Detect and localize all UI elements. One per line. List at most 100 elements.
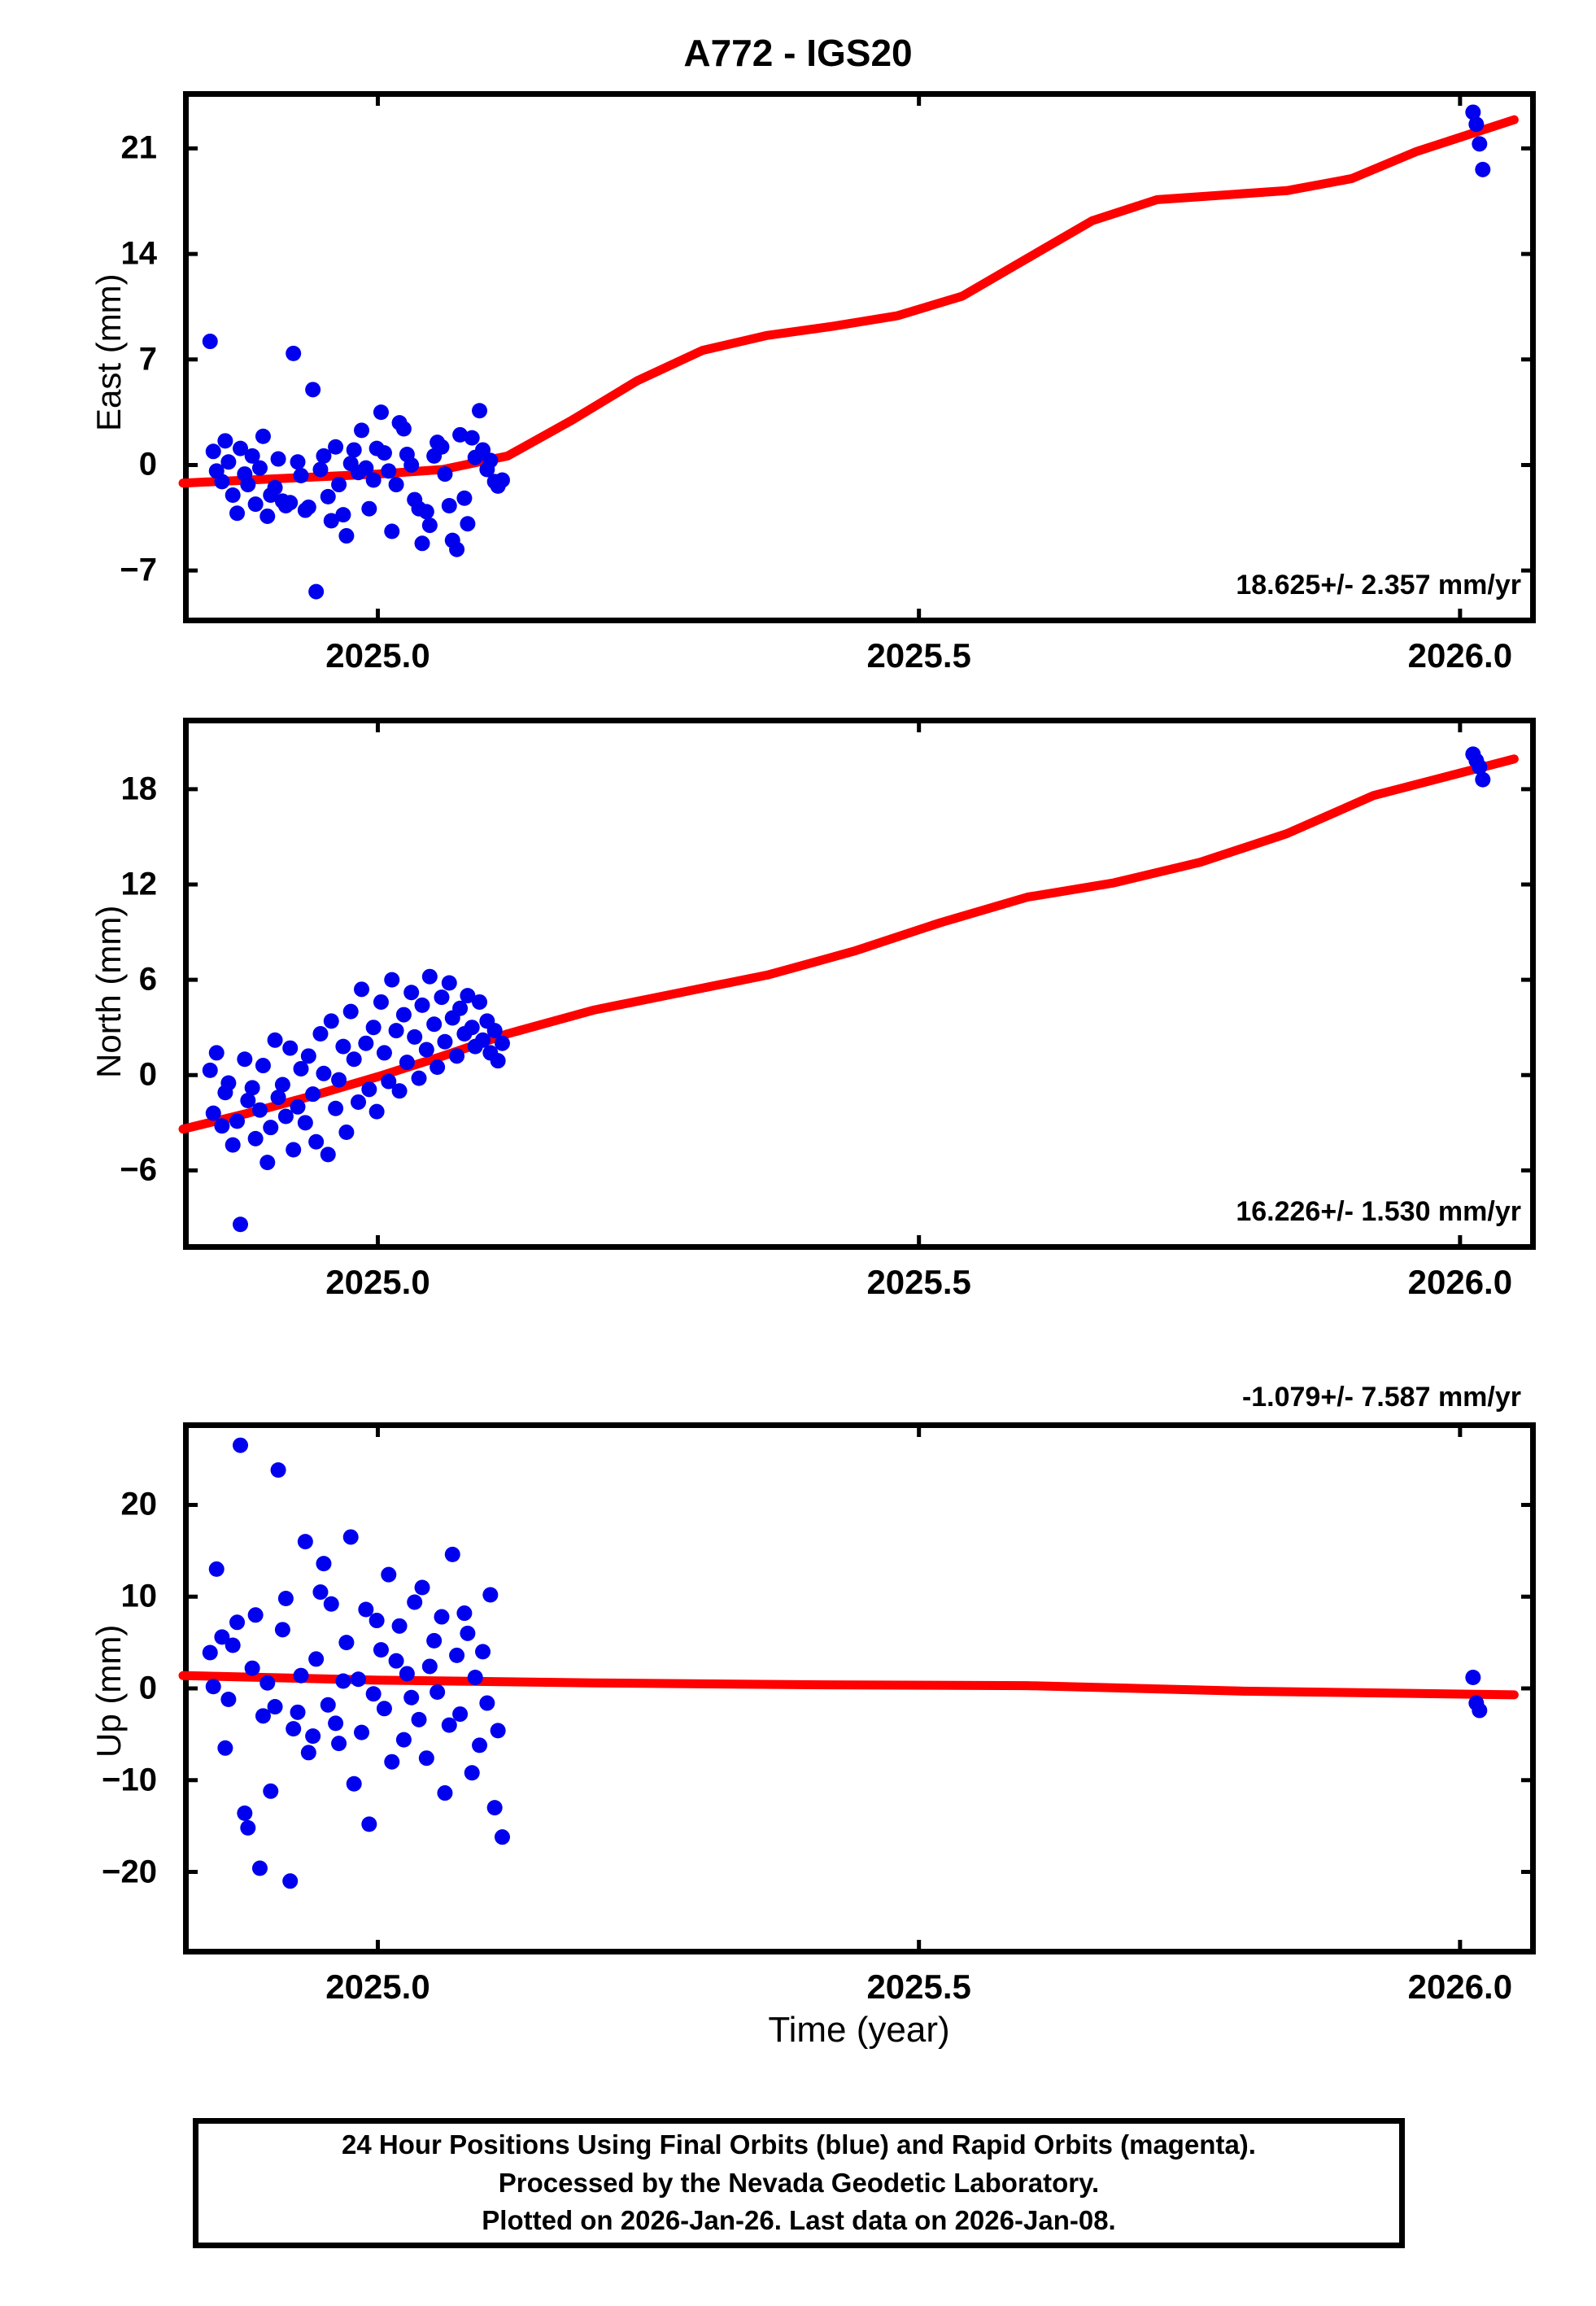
data-point	[486, 1023, 503, 1039]
data-point	[255, 1708, 271, 1724]
ytick-label: 0	[138, 1056, 157, 1093]
xtick-label: 2025.0	[325, 1263, 430, 1301]
data-point	[373, 994, 389, 1010]
data-point	[494, 1829, 510, 1845]
data-point	[346, 1051, 362, 1068]
data-point	[434, 1609, 450, 1625]
ytick-label: 7	[138, 341, 157, 378]
data-point	[354, 1724, 370, 1740]
data-point	[472, 1737, 488, 1754]
data-point	[452, 1000, 469, 1016]
data-point	[494, 472, 510, 488]
data-point	[354, 981, 370, 998]
data-point	[274, 1077, 290, 1093]
data-point	[338, 1125, 355, 1141]
data-point	[233, 1437, 249, 1453]
data-point	[376, 1701, 392, 1717]
data-point	[316, 448, 332, 464]
data-point	[251, 1860, 268, 1876]
data-point	[208, 1045, 225, 1061]
data-point	[277, 1108, 294, 1125]
data-point	[414, 1579, 430, 1596]
data-point	[430, 1059, 446, 1075]
data-point	[490, 1723, 506, 1739]
data-point	[263, 1783, 279, 1799]
data-point	[338, 1635, 355, 1651]
data-point	[259, 508, 276, 524]
data-point	[267, 1032, 283, 1048]
data-point	[320, 488, 336, 504]
data-point	[437, 1033, 453, 1050]
data-point	[270, 451, 286, 467]
caption-line-1: 24 Hour Positions Using Final Orbits (bl…	[342, 2129, 1256, 2160]
data-point	[220, 454, 237, 470]
panel-up: −20 −10 0 10 20 2025.0 2025.5 2026.0 Up (mm) -…	[0, 1359, 1596, 2050]
data-point	[346, 1775, 362, 1792]
data-point	[482, 452, 499, 469]
caption-line-3: Plotted on 2026-Jan-26. Last data on 202…	[482, 2205, 1116, 2236]
data-point	[335, 507, 351, 523]
data-point	[328, 1715, 344, 1732]
data-point	[331, 477, 347, 493]
data-point	[358, 1601, 374, 1618]
panel-north: −6 0 6 12 18 2025.0 2025.5 2026.0 North (mm) 1…	[0, 667, 1596, 1318]
data-point	[312, 461, 329, 478]
data-point	[205, 443, 221, 460]
data-point	[354, 422, 370, 439]
data-point	[323, 1013, 339, 1029]
data-point	[449, 1647, 465, 1663]
ytick-label: −10	[102, 1762, 157, 1798]
data-point	[358, 1035, 374, 1051]
data-point	[202, 1644, 218, 1661]
data-point	[229, 1614, 246, 1631]
data-point	[214, 474, 230, 490]
data-point	[323, 513, 339, 529]
data-point	[384, 972, 400, 988]
data-point	[388, 1023, 404, 1039]
data-point	[368, 1103, 385, 1120]
data-point	[407, 1594, 423, 1610]
data-point	[399, 1055, 415, 1071]
data-point	[444, 1546, 460, 1562]
data-point	[308, 583, 325, 600]
trend-line	[178, 115, 1519, 488]
data-point	[342, 1529, 359, 1545]
data-point	[426, 1016, 443, 1033]
data-point	[441, 1717, 457, 1733]
data-point	[361, 1816, 377, 1832]
data-point	[220, 1692, 237, 1708]
data-point	[365, 1020, 382, 1036]
data-point	[452, 1706, 469, 1723]
data-point-group	[202, 104, 1491, 600]
data-point	[225, 487, 241, 504]
data-point	[270, 1462, 286, 1478]
ytick-label: 0	[138, 446, 157, 483]
data-point	[300, 1745, 316, 1761]
xtick-label: 2026.0	[1407, 1263, 1513, 1301]
data-point	[482, 1587, 499, 1603]
data-point	[365, 1686, 382, 1702]
data-point	[263, 1120, 279, 1136]
data-point	[316, 1065, 332, 1081]
data-point	[384, 523, 400, 539]
ytick-label: −6	[120, 1151, 157, 1188]
ytick-label: −7	[120, 552, 157, 588]
data-point	[403, 1689, 420, 1705]
data-point	[421, 518, 438, 534]
plot-area-north	[178, 718, 1536, 1250]
data-point	[233, 1216, 249, 1233]
data-point	[456, 490, 473, 506]
data-point	[421, 968, 438, 985]
plot-frame-east	[183, 91, 1536, 623]
data-point	[414, 997, 430, 1013]
data-point	[381, 1073, 397, 1090]
data-point	[259, 1675, 276, 1691]
data-point	[373, 1642, 389, 1658]
data-point	[395, 421, 412, 437]
data-point	[255, 1058, 271, 1074]
data-point	[282, 495, 299, 511]
data-point	[328, 439, 344, 455]
data-point	[293, 1060, 309, 1077]
data-point	[434, 989, 450, 1006]
data-point	[1472, 759, 1488, 775]
